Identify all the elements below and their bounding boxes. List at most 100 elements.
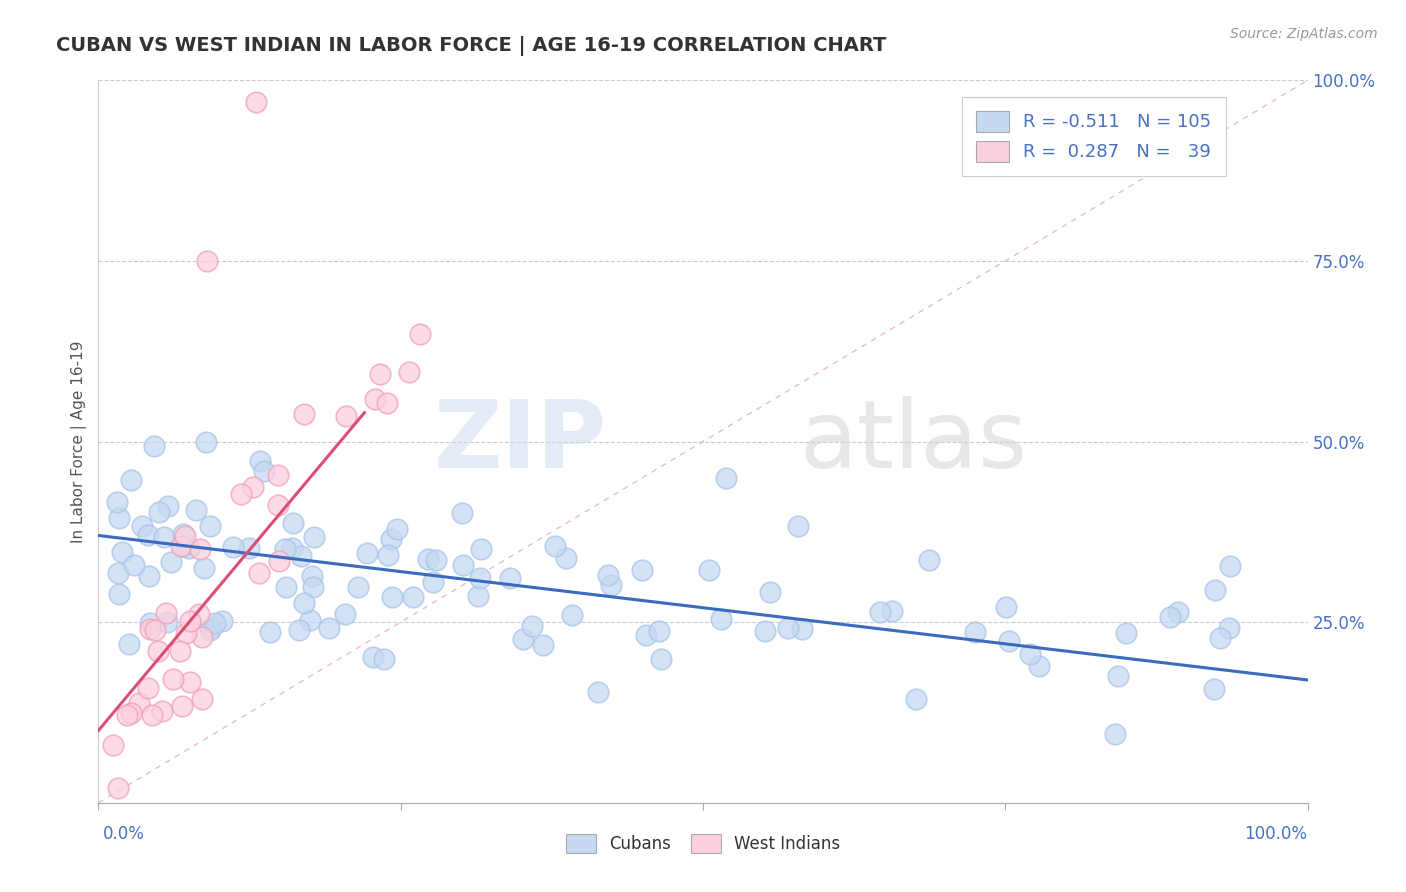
Point bbox=[200, 621, 222, 635]
Point bbox=[148, 505, 170, 519]
Text: atlas: atlas bbox=[800, 395, 1028, 488]
Point bbox=[177, 541, 200, 555]
Point bbox=[200, 623, 222, 637]
Point bbox=[385, 522, 408, 536]
Point bbox=[699, 564, 721, 578]
Point bbox=[1028, 658, 1050, 673]
Point bbox=[302, 530, 325, 544]
Point bbox=[451, 506, 474, 520]
Point bbox=[136, 681, 159, 695]
Point bbox=[1018, 647, 1040, 661]
Point bbox=[242, 480, 264, 494]
Point bbox=[179, 614, 201, 628]
Point bbox=[273, 541, 295, 556]
Point bbox=[139, 615, 162, 630]
Point bbox=[292, 596, 315, 610]
Point bbox=[138, 569, 160, 583]
Point bbox=[155, 606, 177, 620]
Point bbox=[710, 612, 733, 626]
Point bbox=[131, 518, 153, 533]
Point bbox=[288, 623, 311, 637]
Point bbox=[1208, 631, 1230, 645]
Point bbox=[364, 392, 387, 406]
Text: CUBAN VS WEST INDIAN IN LABOR FORCE | AGE 16-19 CORRELATION CHART: CUBAN VS WEST INDIAN IN LABOR FORCE | AG… bbox=[56, 36, 887, 55]
Point bbox=[152, 531, 174, 545]
Point bbox=[156, 615, 179, 629]
Text: 100.0%: 100.0% bbox=[1244, 825, 1308, 843]
Point bbox=[128, 696, 150, 710]
Point bbox=[754, 624, 776, 638]
Point bbox=[512, 632, 534, 647]
Point bbox=[422, 574, 444, 589]
Point bbox=[631, 563, 654, 577]
Point bbox=[174, 625, 197, 640]
Point bbox=[238, 541, 260, 555]
Point bbox=[416, 552, 439, 566]
Point bbox=[965, 625, 987, 640]
Point bbox=[142, 439, 165, 453]
Point bbox=[281, 516, 304, 530]
Point bbox=[174, 529, 197, 543]
Point bbox=[120, 706, 142, 720]
Point bbox=[1167, 606, 1189, 620]
Point bbox=[139, 622, 162, 636]
Point bbox=[253, 464, 276, 478]
Point bbox=[882, 604, 904, 618]
Point bbox=[194, 435, 217, 450]
Point bbox=[150, 704, 173, 718]
Point bbox=[467, 589, 489, 603]
Point bbox=[101, 738, 124, 752]
Point bbox=[294, 407, 316, 421]
Point bbox=[918, 553, 941, 567]
Point bbox=[499, 571, 522, 585]
Point bbox=[1204, 682, 1226, 697]
Point bbox=[170, 539, 193, 553]
Point bbox=[1159, 609, 1181, 624]
Point bbox=[1115, 625, 1137, 640]
Point bbox=[259, 624, 281, 639]
Legend: Cubans, West Indians: Cubans, West Indians bbox=[560, 827, 846, 860]
Point bbox=[380, 533, 402, 547]
Point bbox=[301, 569, 323, 583]
Point bbox=[184, 503, 207, 517]
Point bbox=[105, 495, 128, 509]
Point bbox=[188, 607, 211, 621]
Point bbox=[778, 621, 800, 635]
Point bbox=[146, 644, 169, 658]
Point bbox=[368, 368, 391, 382]
Point bbox=[544, 539, 567, 553]
Point bbox=[107, 566, 129, 581]
Point bbox=[998, 634, 1021, 648]
Point bbox=[716, 471, 738, 485]
Point bbox=[468, 570, 491, 584]
Point bbox=[141, 707, 163, 722]
Point bbox=[318, 621, 340, 635]
Point bbox=[290, 549, 312, 563]
Point bbox=[118, 637, 141, 651]
Point bbox=[266, 498, 288, 512]
Point bbox=[276, 580, 298, 594]
Point bbox=[172, 539, 194, 553]
Point bbox=[229, 487, 252, 501]
Point bbox=[381, 591, 404, 605]
Point bbox=[335, 409, 357, 424]
Point bbox=[347, 580, 370, 594]
Point bbox=[555, 551, 578, 566]
Point bbox=[333, 607, 356, 622]
Point bbox=[994, 600, 1017, 615]
Point bbox=[108, 511, 131, 525]
Point bbox=[143, 623, 166, 637]
Point bbox=[398, 365, 420, 379]
Point bbox=[650, 652, 672, 666]
Point bbox=[193, 560, 215, 574]
Point bbox=[361, 649, 384, 664]
Point bbox=[245, 95, 267, 109]
Point bbox=[122, 558, 145, 572]
Point bbox=[904, 692, 927, 706]
Point bbox=[247, 566, 270, 580]
Point bbox=[156, 499, 179, 513]
Point bbox=[375, 396, 398, 410]
Point bbox=[531, 638, 554, 652]
Point bbox=[586, 685, 609, 699]
Point bbox=[162, 672, 184, 686]
